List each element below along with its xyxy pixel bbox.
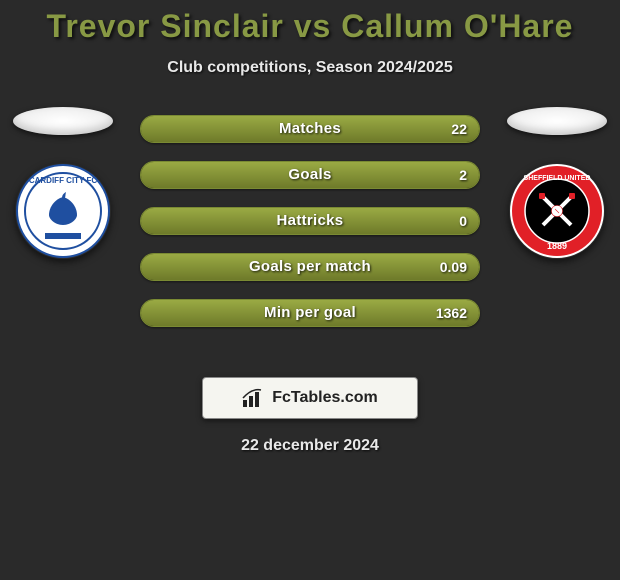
club-badge-left: CARDIFF CITY FC (15, 163, 111, 259)
stat-row: Goals2 (140, 161, 480, 189)
stat-label: Goals (141, 162, 479, 188)
bar-chart-icon (242, 388, 266, 408)
stat-row: Matches22 (140, 115, 480, 143)
comparison-title: Trevor Sinclair vs Callum O'Hare (0, 0, 620, 45)
sheffield-badge-icon: SHEFFIELD UNITED 1889 (509, 163, 605, 259)
cardiff-badge-icon: CARDIFF CITY FC (15, 163, 111, 259)
stat-label: Goals per match (141, 254, 479, 280)
badge-year: 1889 (547, 241, 567, 251)
stat-row: Goals per match0.09 (140, 253, 480, 281)
comparison-body: CARDIFF CITY FC SHEFFIELD UNITED 1889 (0, 107, 620, 367)
stat-value-right: 0.09 (440, 254, 467, 280)
stat-value-right: 0 (459, 208, 467, 234)
stat-value-right: 22 (451, 116, 467, 142)
stat-label: Matches (141, 116, 479, 142)
stat-row: Hattricks0 (140, 207, 480, 235)
comparison-date: 22 december 2024 (0, 437, 620, 455)
stat-label: Min per goal (141, 300, 479, 326)
comparison-subtitle: Club competitions, Season 2024/2025 (0, 59, 620, 77)
stat-row: Min per goal1362 (140, 299, 480, 327)
source-attribution[interactable]: FcTables.com (202, 377, 418, 419)
stat-rows: Matches22 Goals2 Hattricks0 Goals per match… (140, 115, 480, 345)
stat-value-right: 2 (459, 162, 467, 188)
club-badge-right: SHEFFIELD UNITED 1889 (509, 163, 605, 259)
player-right-column: SHEFFIELD UNITED 1889 (502, 107, 612, 259)
badge-text: SHEFFIELD UNITED (524, 175, 591, 182)
source-label: FcTables.com (272, 389, 378, 407)
player-left-column: CARDIFF CITY FC (8, 107, 118, 259)
avatar-placeholder-right (507, 107, 607, 135)
badge-text: CARDIFF CITY FC (29, 176, 98, 185)
stat-value-right: 1362 (436, 300, 467, 326)
avatar-placeholder-left (13, 107, 113, 135)
stat-label: Hattricks (141, 208, 479, 234)
